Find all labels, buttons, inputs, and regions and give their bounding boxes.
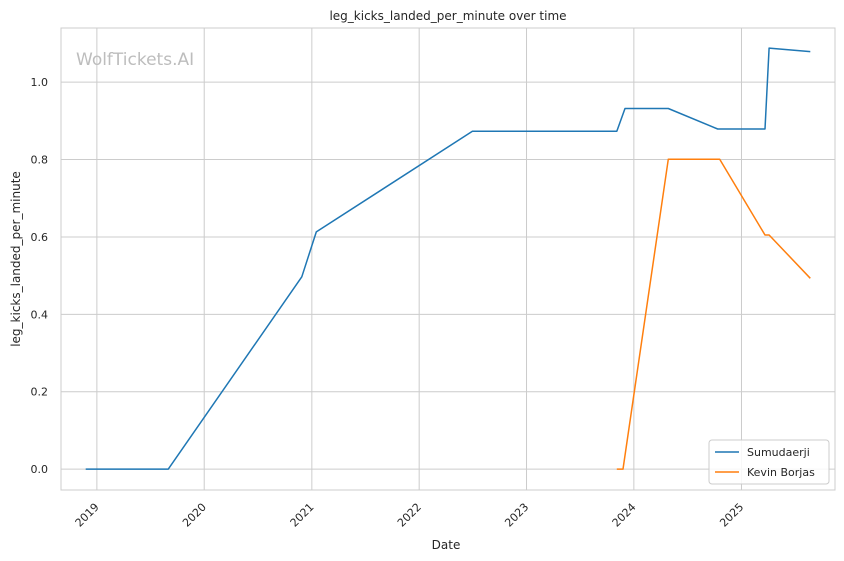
- y-tick-label: 0.4: [31, 308, 49, 321]
- plot-frame: [60, 27, 836, 491]
- legend-label-sumudaerji: Sumudaerji: [747, 446, 810, 459]
- x-axis-ticks: 2019 2020 2021 2022 2023 2024 2025: [73, 501, 747, 530]
- y-tick-label: 0.0: [31, 463, 49, 476]
- chart-title: leg_kicks_landed_per_minute over time: [329, 9, 566, 23]
- x-tick-label: 2023: [502, 501, 531, 530]
- plot-area: [61, 28, 835, 490]
- legend-box: [708, 439, 830, 485]
- series-line-sumudaerji: [85, 47, 811, 470]
- legend-label-kevin-borjas: Kevin Borjas: [747, 466, 815, 479]
- x-tick-label: 2022: [395, 501, 424, 530]
- x-axis-label: Date: [432, 538, 461, 552]
- y-axis-label: leg_kicks_landed_per_minute: [9, 171, 23, 347]
- y-tick-label: 0.2: [31, 386, 49, 399]
- grid-lines: [61, 28, 835, 490]
- series-line-kevin-borjas: [616, 158, 811, 470]
- legend: Sumudaerji Kevin Borjas: [708, 439, 830, 485]
- x-tick-label: 2024: [610, 501, 639, 530]
- x-tick-label: 2019: [73, 501, 102, 530]
- y-axis-ticks: 0.0 0.2 0.4 0.6 0.8 1.0: [31, 76, 49, 476]
- x-tick-label: 2020: [180, 501, 209, 530]
- y-tick-label: 0.6: [31, 231, 49, 244]
- series-lines: [85, 47, 811, 470]
- x-tick-label: 2025: [717, 501, 746, 530]
- y-tick-label: 1.0: [31, 76, 49, 89]
- x-tick-label: 2021: [288, 501, 317, 530]
- watermark-text: WolfTickets.AI: [76, 50, 194, 70]
- y-tick-label: 0.8: [31, 154, 49, 167]
